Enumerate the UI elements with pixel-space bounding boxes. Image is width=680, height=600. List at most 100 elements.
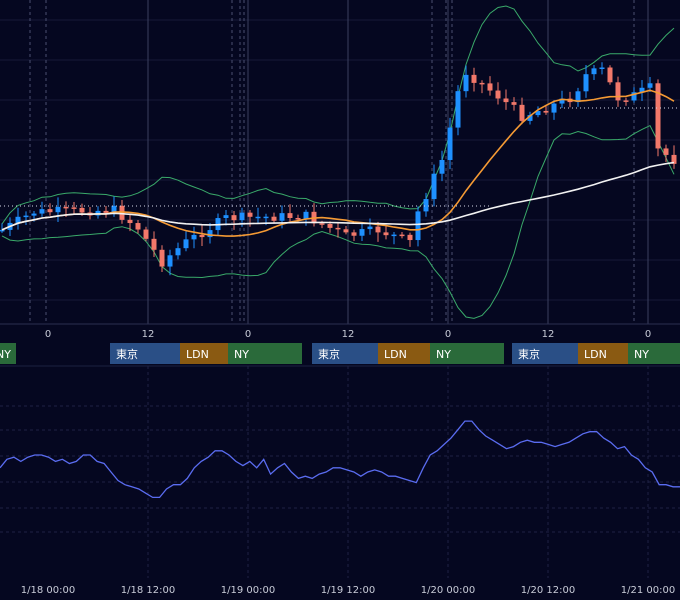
price-reference-dotted bbox=[0, 107, 680, 207]
candle-body bbox=[263, 216, 269, 219]
session-label: NY bbox=[0, 348, 11, 361]
session-label: 東京 bbox=[116, 347, 138, 361]
candle-body bbox=[663, 148, 669, 155]
candle-body bbox=[111, 205, 117, 213]
candle-body bbox=[671, 154, 677, 164]
candle-body bbox=[199, 234, 205, 238]
candle-body bbox=[63, 206, 69, 209]
candle-body bbox=[607, 67, 613, 83]
candle-body bbox=[391, 234, 397, 237]
session-block bbox=[110, 343, 180, 364]
candle-body bbox=[239, 212, 245, 221]
price-x-tick-label: 0 bbox=[645, 329, 651, 340]
price-x-tick-label: 12 bbox=[542, 329, 555, 340]
oscillator-x-label: 1/18 12:00 bbox=[121, 585, 175, 596]
moving-average-long bbox=[1, 161, 675, 231]
session-bar: NY 東京 LDN NY 東京 LDN NY 東京 LDN NY bbox=[0, 343, 680, 364]
candle-body bbox=[383, 232, 389, 236]
candle-body bbox=[359, 229, 365, 236]
session-block bbox=[0, 343, 16, 364]
oscillator-x-axis: 1/18 00:00 1/18 12:00 1/19 00:00 1/19 12:00… bbox=[21, 585, 675, 596]
candle-body bbox=[159, 249, 165, 267]
candle-body bbox=[287, 213, 293, 219]
oscillator-panel-grid bbox=[0, 366, 680, 578]
candle-body bbox=[431, 173, 437, 200]
price-x-tick-label: 12 bbox=[342, 329, 355, 340]
candle-body bbox=[247, 212, 253, 217]
candle-body bbox=[423, 199, 429, 212]
moving-average-short bbox=[1, 89, 675, 237]
oscillator-x-label: 1/19 12:00 bbox=[321, 585, 375, 596]
price-x-tick-label: 12 bbox=[142, 329, 155, 340]
candle-body bbox=[447, 127, 453, 160]
oscillator-x-label: 1/18 00:00 bbox=[21, 585, 75, 596]
candle-body bbox=[79, 207, 85, 213]
candle-body bbox=[39, 209, 45, 214]
candle-body bbox=[183, 239, 189, 249]
candle-body bbox=[143, 229, 149, 239]
candle-body bbox=[55, 206, 61, 213]
session-block bbox=[312, 343, 378, 364]
candle-body bbox=[543, 110, 549, 113]
candle-body bbox=[207, 230, 213, 238]
candle-body bbox=[551, 103, 557, 113]
oscillator-line bbox=[0, 420, 680, 499]
session-block bbox=[180, 343, 228, 364]
moving-averages bbox=[1, 89, 675, 237]
session-block bbox=[378, 343, 430, 364]
candle-body bbox=[167, 255, 173, 267]
candle-body bbox=[119, 205, 125, 220]
candle-body bbox=[495, 90, 501, 99]
candle-body bbox=[231, 215, 237, 221]
session-label: 東京 bbox=[518, 347, 540, 361]
candle-body bbox=[327, 223, 333, 228]
session-label: NY bbox=[634, 348, 649, 361]
price-x-tick-label: 0 bbox=[45, 329, 51, 340]
candle-body bbox=[343, 229, 349, 233]
candle-body bbox=[175, 248, 181, 256]
price-panel-vertical-guides bbox=[29, 0, 649, 324]
candle-body bbox=[599, 67, 605, 70]
session-block bbox=[628, 343, 680, 364]
session-block bbox=[578, 343, 628, 364]
candle-body bbox=[631, 92, 637, 101]
candle-body bbox=[23, 215, 29, 218]
candle-body bbox=[319, 223, 325, 225]
price-x-tick-label: 0 bbox=[445, 329, 451, 340]
candle-body bbox=[511, 102, 517, 105]
oscillator-x-label: 1/21 00:00 bbox=[621, 585, 675, 596]
candle-body bbox=[623, 100, 629, 102]
candle-body bbox=[503, 98, 509, 103]
candle-body bbox=[519, 104, 525, 121]
candle-body bbox=[127, 219, 133, 224]
candle-body bbox=[463, 74, 469, 92]
session-label: 東京 bbox=[318, 347, 340, 361]
session-label: LDN bbox=[384, 348, 407, 361]
candle-body bbox=[367, 226, 373, 230]
candle-body bbox=[575, 91, 581, 103]
candle-body bbox=[103, 210, 109, 213]
bollinger-upper bbox=[1, 5, 675, 225]
candle-body bbox=[71, 207, 77, 209]
price-x-axis: 0 12 0 12 0 12 0 bbox=[45, 329, 651, 340]
candle-body bbox=[527, 115, 533, 121]
candle-body bbox=[191, 234, 197, 240]
candle-body bbox=[351, 232, 357, 236]
candle-body bbox=[303, 211, 309, 220]
oscillator-x-label: 1/20 12:00 bbox=[521, 585, 575, 596]
candle-body bbox=[255, 216, 261, 219]
session-label: NY bbox=[234, 348, 249, 361]
candle-body bbox=[279, 213, 285, 221]
oscillator-x-label: 1/20 00:00 bbox=[421, 585, 475, 596]
candle-body bbox=[583, 74, 589, 92]
candle-body bbox=[591, 68, 597, 75]
candle-body bbox=[399, 234, 405, 237]
candle-body bbox=[535, 110, 541, 116]
candle-body bbox=[439, 159, 445, 174]
candle-body bbox=[455, 91, 461, 128]
candle-body bbox=[471, 74, 477, 83]
candle-body bbox=[487, 83, 493, 91]
candle-body bbox=[407, 234, 413, 241]
candle-body bbox=[415, 211, 421, 241]
